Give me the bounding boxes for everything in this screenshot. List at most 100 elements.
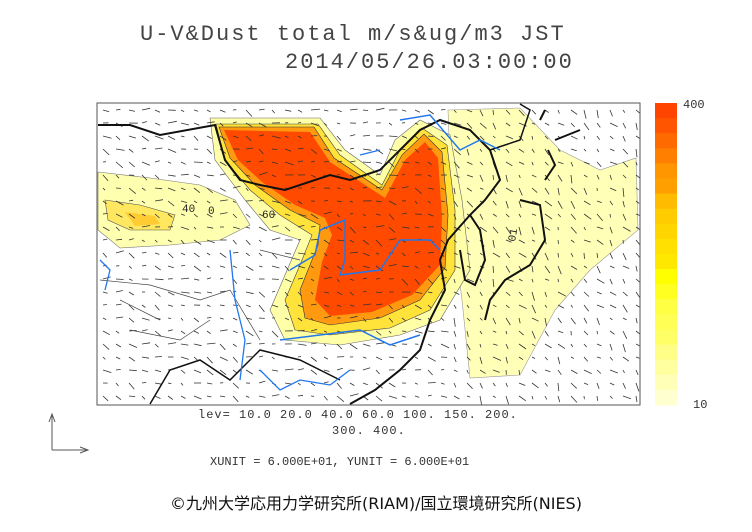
wind-arrow <box>375 107 385 111</box>
wind-arrow <box>596 109 599 119</box>
wind-arrow <box>284 109 292 112</box>
wind-arrow <box>505 187 513 193</box>
wind-arrow <box>284 252 292 255</box>
wind-arrow <box>258 343 265 345</box>
colorbar <box>655 103 677 406</box>
wind-arrow <box>453 304 457 309</box>
wind-arrow <box>180 291 190 294</box>
wind-arrow <box>596 161 602 167</box>
wind-arrow <box>349 251 358 254</box>
wind-arrow <box>232 185 241 189</box>
wind-arrow <box>479 252 483 256</box>
wind-arrow <box>310 108 320 111</box>
wind-arrow <box>401 135 408 139</box>
wind-arrow <box>570 200 576 209</box>
wind-arrow <box>297 213 307 217</box>
wind-arrow <box>375 265 384 272</box>
wind-arrow <box>167 161 172 164</box>
wind-arrow <box>518 161 525 165</box>
wind-arrow <box>284 148 292 152</box>
wind-arrow <box>362 213 366 217</box>
wind-arrow <box>362 239 370 245</box>
wind-arrow <box>349 134 356 137</box>
wind-arrow <box>401 148 406 151</box>
wind-arrow <box>154 395 161 399</box>
wind-arrow <box>362 265 370 269</box>
wind-arrow <box>323 161 329 163</box>
wind-arrow <box>466 356 471 361</box>
wind-arrow <box>531 252 537 260</box>
wind-arrow <box>518 356 524 361</box>
wind-arrow <box>622 317 627 321</box>
wind-arrow <box>609 343 613 351</box>
wind-arrow <box>622 135 626 142</box>
colorbar-band <box>655 208 677 225</box>
wind-arrow <box>219 252 227 258</box>
wind-arrow <box>596 122 601 128</box>
wind-arrow <box>167 187 176 192</box>
wind-arrow <box>245 213 251 218</box>
wind-arrow <box>362 135 370 137</box>
wind-arrow <box>622 304 628 313</box>
wind-arrow <box>492 330 497 333</box>
wind-arrow <box>414 148 419 153</box>
wind-arrow <box>440 317 445 321</box>
wind-arrow <box>388 174 399 176</box>
wind-arrow <box>544 200 553 207</box>
wind-arrow <box>336 278 340 283</box>
wind-arrow <box>193 187 201 194</box>
wind-arrow <box>518 278 523 282</box>
wind-arrow <box>414 200 418 204</box>
wind-arrow <box>375 186 383 189</box>
wind-arrow <box>323 122 328 126</box>
wind-arrow <box>466 122 473 129</box>
wind-arrow <box>245 342 252 345</box>
wind-arrow <box>414 251 420 254</box>
wind-arrow <box>622 278 626 284</box>
wind-arrow <box>232 226 240 230</box>
wind-arrow <box>193 174 201 178</box>
wind-arrow <box>414 135 419 139</box>
wind-arrow <box>609 356 614 361</box>
wind-arrow <box>544 330 549 337</box>
wind-arrow <box>544 252 549 261</box>
wind-arrow <box>206 291 213 294</box>
wind-arrow <box>544 122 550 126</box>
wind-arrow <box>115 395 122 401</box>
wind-arrow <box>596 265 601 274</box>
wind-arrow <box>128 213 136 219</box>
wind-arrow <box>245 174 251 177</box>
wind-arrow <box>492 252 501 258</box>
wind-arrow <box>505 122 511 127</box>
wind-arrow <box>440 109 446 111</box>
wind-arrow <box>193 278 200 281</box>
wind-arrow <box>102 148 110 156</box>
wind-arrow <box>479 213 484 220</box>
wind-arrow <box>297 135 302 139</box>
wind-arrow <box>102 213 108 215</box>
wind-arrow <box>362 382 368 386</box>
wind-arrow <box>258 304 265 312</box>
wind-arrow <box>505 239 512 243</box>
title-line-1: U-V&Dust total m/s&ug/m3 JST <box>140 22 566 47</box>
wind-arrow <box>115 161 124 169</box>
wind-arrow <box>609 109 613 117</box>
wind-arrow <box>531 174 537 178</box>
wind-arrow <box>375 278 381 280</box>
wind-arrow <box>388 122 393 126</box>
wind-arrow <box>154 252 160 255</box>
wind-arrow <box>141 317 150 321</box>
wind-arrow <box>414 187 422 195</box>
wind-arrow <box>531 382 539 389</box>
wind-arrow <box>466 148 470 156</box>
wind-arrow <box>609 265 615 269</box>
wind-arrow <box>102 330 110 336</box>
wind-arrow <box>128 343 138 348</box>
wind-arrow <box>479 382 483 389</box>
wind-arrow <box>583 317 588 324</box>
wind-arrow <box>167 304 174 307</box>
wind-arrow <box>102 317 107 321</box>
colorbar-band <box>655 284 677 300</box>
wind-arrow <box>557 343 566 349</box>
wind-arrow <box>271 356 275 360</box>
